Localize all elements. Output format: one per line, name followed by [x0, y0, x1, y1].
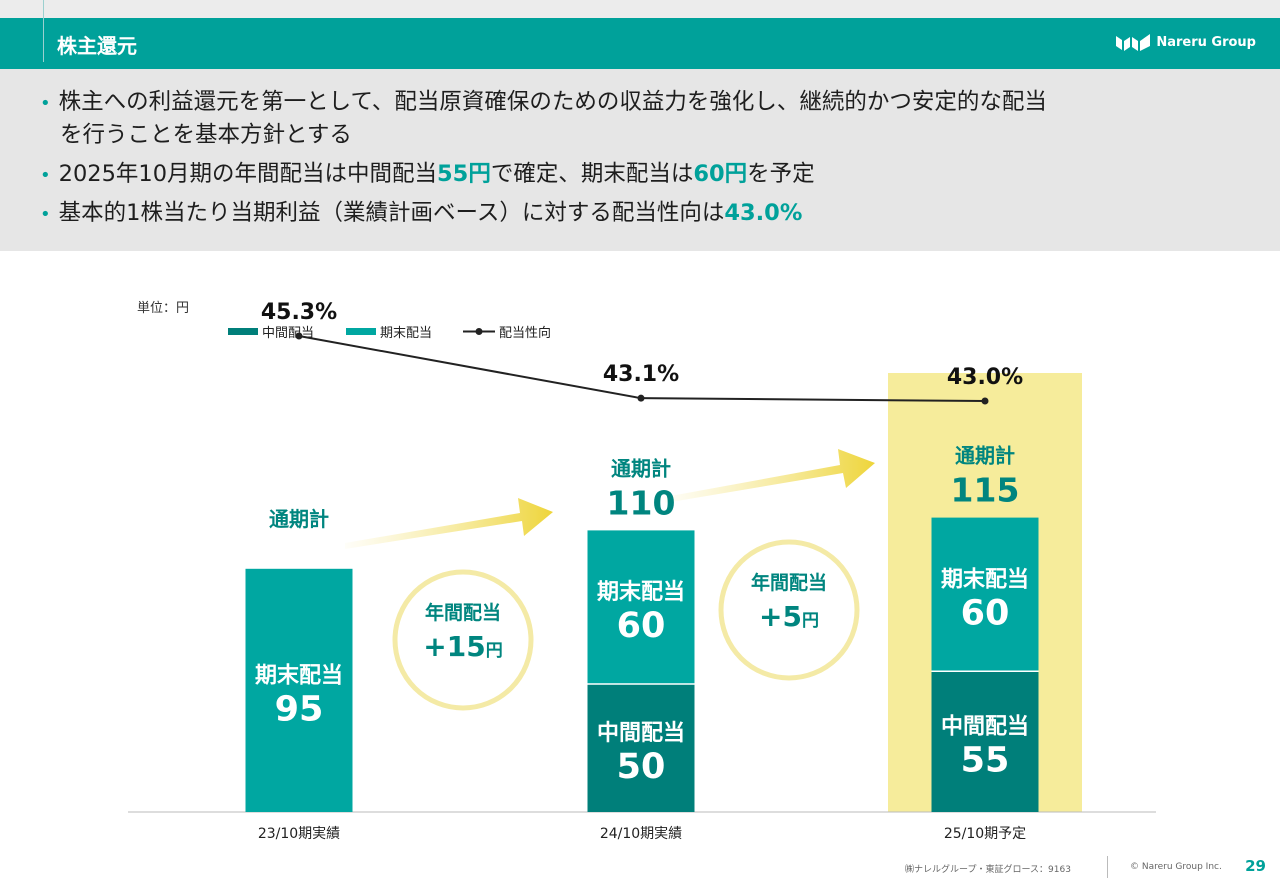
summary-panel: • 株主への利益還元を第一として、配当原資確保のための収益力を強化し、継続的かつ安…	[0, 69, 1280, 251]
bar-yearend	[587, 530, 695, 684]
header-bar: 株主還元 Nareru Group	[0, 18, 1280, 69]
bullet-text: 基本的1株当たり当期利益（業績計画ベース）に対する配当性向は	[58, 200, 725, 226]
dividend-chart-area: 単位：円 中間配当 期末配当 配当性向 年間配当 +15円 年間配当 +5円 期末配当 95 23/…	[0, 251, 1280, 855]
annual-increase-circle	[392, 569, 534, 711]
total-label: 通期計	[269, 507, 329, 531]
payout-ratio-point	[637, 394, 645, 402]
bar-segment-value: 50	[617, 747, 666, 787]
bullet-policy: • 株主への利益還元を第一として、配当原資確保のための収益力を強化し、継続的かつ安…	[40, 89, 1047, 115]
payout-ratio-point	[295, 332, 303, 340]
growth-arrow-2	[665, 449, 875, 503]
footer-divider	[1107, 856, 1108, 878]
footer-copyright: © Nareru Group Inc.	[1130, 862, 1222, 872]
page-title: 株主還元	[57, 34, 137, 58]
annual-increase-value: +15円	[423, 630, 502, 663]
legend-label-1: 中間配当	[262, 326, 314, 341]
bar-interim	[587, 684, 695, 812]
bar-segment-value: 60	[961, 593, 1010, 633]
annual-increase-circle	[718, 539, 860, 681]
x-tick-label: 23/10期実績	[258, 826, 340, 842]
unit-label: 単位：円	[137, 300, 189, 316]
footer-company: ㈱ナレルグループ・東証グロース：9163	[905, 865, 1071, 875]
bar-segment-label: 期末配当	[597, 580, 685, 605]
annual-increase-unit: 円	[802, 611, 819, 631]
page-number: 29	[1245, 857, 1266, 875]
bar-segment-label: 期末配当	[255, 663, 343, 688]
top-strip	[0, 0, 1280, 18]
total-label: 通期計	[955, 444, 1015, 468]
bar-segment-label: 期末配当	[941, 567, 1029, 592]
logo-mark-icon	[1116, 34, 1151, 51]
bullet-dividend-plan: • 2025年10月期の年間配当は中間配当55円で確定、期末配当は60円を予定	[40, 161, 815, 187]
total-value: 110	[607, 483, 676, 522]
annual-increase-value: +5円	[759, 600, 819, 633]
bar-segment-label: 中間配当	[597, 721, 685, 746]
bar-interim	[931, 671, 1039, 812]
bullet-policy-cont: を行うことを基本方針とする	[60, 119, 352, 152]
payout-ratio-point	[981, 397, 989, 405]
bullet-policy-line2: を行うことを基本方針とする	[60, 122, 352, 148]
annual-increase-label: 年間配当	[751, 571, 827, 594]
growth-arrow-1	[345, 498, 553, 549]
bullet-text: 2025年10月期の年間配当は中間配当	[58, 161, 438, 187]
legend-swatch-2	[346, 328, 376, 335]
bar-segment-value: 60	[617, 606, 666, 646]
x-tick-label: 25/10期予定	[944, 826, 1026, 842]
bar-yearend	[245, 568, 353, 812]
bar-segment-value: 55	[961, 741, 1010, 781]
bullet-payout: • 基本的1株当たり当期利益（業績計画ベース）に対する配当性向は43.0%	[40, 200, 803, 226]
payout-ratio-label: 45.3%	[261, 300, 337, 325]
annual-increase-label: 年間配当	[425, 601, 501, 624]
bullet-text: を予定	[747, 161, 815, 187]
legend-line-marker	[475, 328, 483, 335]
legend-label-2: 期末配当	[380, 326, 432, 341]
interim-amount: 55円	[437, 161, 491, 187]
total-label: 通期計	[611, 456, 671, 480]
bar-segment-label: 中間配当	[941, 715, 1029, 740]
annual-increase-unit: 円	[486, 641, 503, 661]
total-value: 115	[951, 471, 1020, 510]
payout-ratio-label: 43.0%	[947, 365, 1023, 390]
yearend-amount: 60円	[693, 161, 748, 187]
x-tick-label: 24/10期実績	[600, 826, 682, 842]
bullet-text: で確定、期末配当は	[490, 161, 694, 187]
bullet-policy-line1: 株主への利益還元を第一として、配当原資確保のための収益力を強化し、継続的かつ安定…	[58, 89, 1047, 115]
payout-ratio: 43.0%	[724, 200, 803, 226]
company-logo: Nareru Group	[1116, 32, 1256, 52]
bar-yearend	[931, 517, 1039, 672]
header-divider	[43, 0, 44, 62]
legend-swatch-1	[228, 328, 258, 335]
legend-label-3: 配当性向	[499, 325, 551, 341]
bar-segment-value: 95	[275, 689, 324, 729]
logo-text: Nareru Group	[1156, 34, 1256, 50]
payout-ratio-label: 43.1%	[603, 362, 679, 387]
